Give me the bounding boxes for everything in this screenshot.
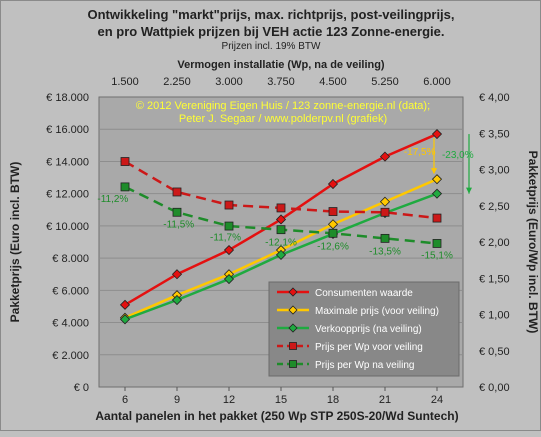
y-right-tick-label: € 4,00 <box>479 92 510 104</box>
x-tick-label: 15 <box>275 394 287 406</box>
data-point-2-0 <box>119 314 131 325</box>
x-tick-label: 9 <box>174 394 180 406</box>
legend-swatch-marker <box>288 287 298 297</box>
y-right-tick-label: € 1,00 <box>479 310 510 322</box>
chart-title-line: Ontwikkeling "markt"prijs, max. richtpri… <box>87 7 454 22</box>
y-right-axis-label: Pakketprijs (Euro/Wp incl. BTW) <box>526 151 540 334</box>
data-point-4-2 <box>224 221 234 231</box>
annotation-label: -13,5% <box>369 246 401 257</box>
data-point-3-6 <box>432 213 442 223</box>
data-point-2-6 <box>431 188 443 199</box>
data-point-3-0 <box>120 157 130 166</box>
x-top-tick-label: 2.250 <box>163 76 191 88</box>
y-left-tick-label: € 8.000 <box>52 253 89 265</box>
y-right-tick-label: € 3,00 <box>479 165 510 177</box>
y-right-tick-label: € 0,00 <box>479 382 510 394</box>
data-point-2-1 <box>171 294 183 306</box>
annotation-label: -23,0% <box>442 150 474 161</box>
y-left-tick-label: € 14.000 <box>46 156 89 168</box>
data-point-4-3 <box>276 225 286 235</box>
annotation-label: -11,5% <box>163 220 194 231</box>
data-point-0-6 <box>431 128 443 140</box>
y-left-tick-label: € 0 <box>74 382 89 394</box>
y-left-tick-label: € 10.000 <box>46 221 89 233</box>
data-point-4-1 <box>172 207 182 217</box>
data-point-4-4 <box>328 228 338 238</box>
legend-entry-label: Consumenten waarde <box>315 288 413 299</box>
x-tick-label: 24 <box>431 394 443 406</box>
y-left-tick-label: € 16.000 <box>46 124 89 136</box>
annotation-label: -11,2% <box>97 194 128 205</box>
legend-entry-label: Maximale prijs (voor veiling) <box>315 306 439 317</box>
y-left-tick-label: € 4.000 <box>52 318 89 330</box>
data-point-4-5 <box>380 233 390 243</box>
data-point-3-5 <box>380 207 390 217</box>
y-right-tick-label: € 1,50 <box>479 273 510 285</box>
legend-swatch-marker <box>289 342 297 350</box>
data-point-0-3 <box>275 214 287 225</box>
y-right-tick-label: € 3,50 <box>479 128 510 140</box>
data-point-1-5 <box>379 196 391 207</box>
data-point-3-4 <box>328 207 338 216</box>
data-point-3-2 <box>224 200 234 210</box>
x-tick-label: 18 <box>327 394 339 406</box>
data-point-0-5 <box>379 151 391 162</box>
arrow-head-yellow <box>431 168 437 175</box>
legend-swatch-marker <box>289 360 297 368</box>
x-top-tick-label: 5.250 <box>371 76 399 88</box>
chart-subtitle: Prijzen incl. 19% BTW <box>222 41 321 52</box>
y-right-tick-label: € 2,00 <box>479 237 510 249</box>
x-top-tick-label: 3.750 <box>267 76 295 88</box>
data-point-0-0 <box>119 299 131 310</box>
x-top-tick-label: 3.000 <box>215 76 243 88</box>
data-point-3-3 <box>276 203 286 213</box>
x-tick-label: 6 <box>122 394 128 406</box>
data-point-1-4 <box>327 219 339 230</box>
y-left-tick-label: € 12.000 <box>46 189 89 201</box>
data-point-3-1 <box>172 187 182 197</box>
data-point-0-1 <box>171 269 183 280</box>
data-point-2-2 <box>223 273 235 285</box>
data-point-4-0 <box>120 182 130 192</box>
y-right-tick-label: € 0,50 <box>479 346 510 358</box>
x-axis-label: Aantal panelen in het pakket (250 Wp STP… <box>95 409 458 423</box>
x-top-axis-label: Vermogen installatie (Wp, na de veiling) <box>177 59 385 71</box>
data-point-2-3 <box>275 249 287 260</box>
x-top-tick-label: 6.000 <box>423 76 451 88</box>
y-left-axis-label: Pakketprijs (Euro incl. BTW) <box>8 162 22 323</box>
data-point-1-6 <box>431 174 443 185</box>
annotation-label: -12,1% <box>265 238 297 249</box>
data-point-0-4 <box>327 178 339 190</box>
data-point-0-2 <box>223 244 235 256</box>
legend-entry-label: Prijs per Wp voor veiling <box>315 342 423 353</box>
credit-text: Peter J. Segaar / www.polderpv.nl (grafi… <box>179 113 387 125</box>
legend-entry-label: Prijs per Wp na veiling <box>315 360 414 371</box>
legend-swatch-marker <box>288 323 298 333</box>
legend-swatch-marker <box>288 305 298 315</box>
y-left-tick-label: € 18.000 <box>46 92 89 104</box>
y-left-tick-label: € 2.000 <box>52 350 89 362</box>
x-top-tick-label: 4.500 <box>319 76 347 88</box>
x-top-tick-label: 1.500 <box>111 76 139 88</box>
y-right-tick-label: € 2,50 <box>479 201 510 213</box>
legend-entry-label: Verkoopprijs (na veiling) <box>315 324 422 335</box>
chart-title-line: en pro Wattpiek prijzen bij VEH actie 12… <box>98 24 445 39</box>
x-tick-label: 12 <box>223 394 235 406</box>
arrow-head-green <box>466 187 472 194</box>
annotation-label: -17,5% <box>404 147 436 158</box>
annotation-label: -11,7% <box>210 233 241 244</box>
annotation-label: -15,1% <box>421 251 453 262</box>
x-tick-label: 21 <box>379 394 391 406</box>
credit-text: © 2012 Vereniging Eigen Huis / 123 zonne… <box>136 100 430 112</box>
data-point-4-6 <box>432 239 442 248</box>
y-left-tick-label: € 6.000 <box>52 285 89 297</box>
annotation-label: -12,6% <box>317 241 349 252</box>
